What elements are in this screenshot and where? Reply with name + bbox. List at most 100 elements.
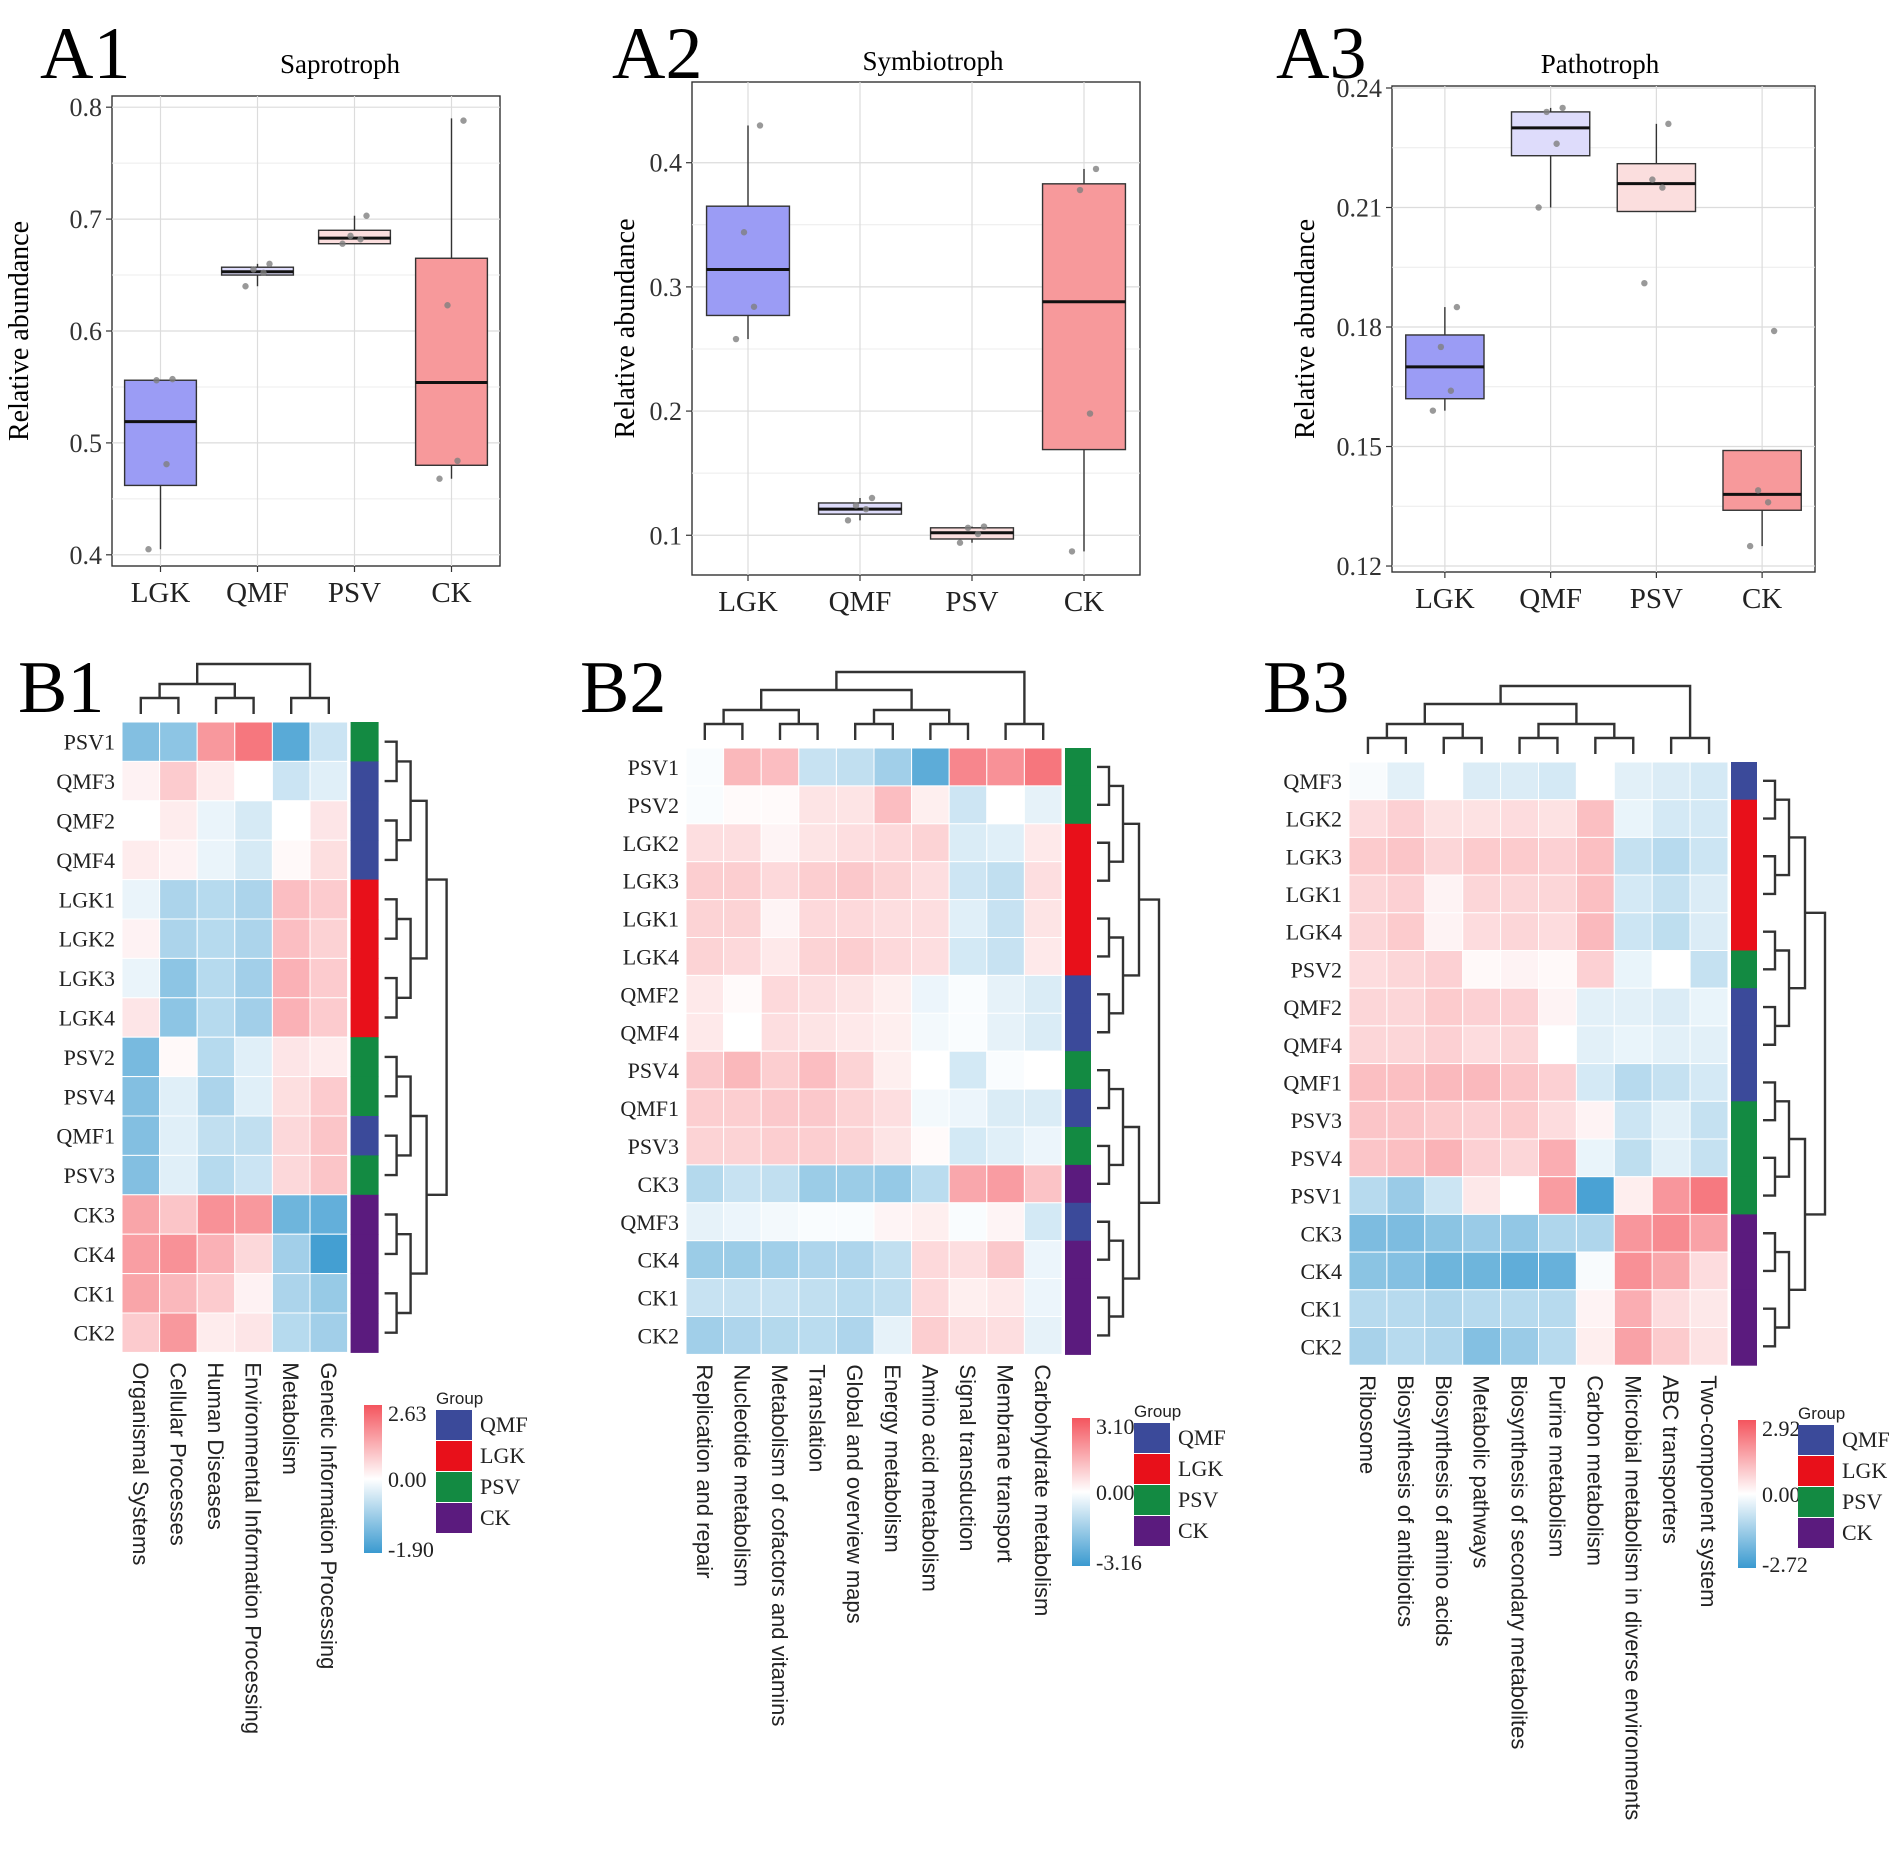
group-legend-title: Group — [436, 1389, 483, 1408]
data-point — [1553, 140, 1560, 147]
heatmap-cell — [1651, 874, 1691, 914]
y-tick-label: 0.4 — [70, 541, 103, 570]
heatmap-cell — [1500, 1100, 1539, 1140]
group-annotation-qmf — [1731, 762, 1757, 801]
heatmap-cell — [159, 1312, 198, 1353]
row-label: CK3 — [637, 1172, 679, 1197]
y-tick-label: 0.6 — [70, 317, 103, 346]
y-tick-label: 0.15 — [1337, 433, 1383, 462]
heatmap-cell — [1538, 950, 1577, 989]
heatmap-cell — [1386, 1289, 1426, 1329]
heatmap-cell — [948, 1126, 988, 1166]
heatmap-cell — [309, 800, 349, 841]
heatmap-cell — [685, 1202, 725, 1242]
data-point — [740, 229, 748, 236]
row-dendrogram-branch — [1139, 898, 1161, 1204]
heatmap-cell — [723, 1126, 762, 1166]
data-point — [1453, 303, 1461, 311]
heatmap-cell — [1023, 899, 1063, 938]
y-tick-label: 0.5 — [70, 429, 103, 458]
heatmap-cell — [309, 760, 349, 802]
heatmap-cell — [798, 1050, 837, 1090]
heatmap-cell — [121, 918, 161, 959]
y-tick-label: 0.3 — [650, 273, 683, 302]
heatmap-cell — [1575, 1176, 1615, 1215]
heatmap-cell — [196, 1233, 236, 1275]
heatmap-cell — [309, 1036, 349, 1078]
box-ck — [1041, 183, 1127, 451]
row-dendrogram-branch — [1763, 1232, 1777, 1273]
heatmap-cell — [159, 1076, 198, 1117]
heatmap-cell — [159, 1233, 198, 1275]
heatmap-cell — [1651, 950, 1691, 989]
heatmap-cell — [1386, 1063, 1426, 1102]
heatmap-cell — [196, 839, 236, 881]
column-label: Replication and repair — [692, 1364, 717, 1578]
heatmap-cell — [723, 1202, 762, 1242]
heatmap-cell — [1651, 1025, 1691, 1065]
column-label: Membrane transport — [993, 1364, 1018, 1562]
heatmap-cell — [271, 1076, 311, 1117]
group-annotation-ck — [1065, 1164, 1091, 1204]
scale-max-label: 3.10 — [1096, 1414, 1135, 1439]
heatmap-cell — [835, 823, 875, 863]
heatmap-cell — [948, 747, 988, 787]
heatmap-cell — [760, 1202, 800, 1242]
group-annotation-lgk — [1065, 899, 1091, 938]
heatmap-cell — [948, 899, 988, 938]
x-category-label: PSV — [1630, 583, 1683, 615]
y-tick-label: 0.2 — [650, 397, 683, 426]
group-annotation-ck — [1065, 1278, 1091, 1317]
column-dendrogram-branch — [1442, 736, 1483, 754]
heatmap-cell — [1575, 836, 1615, 876]
row-dendrogram-branch — [1097, 1068, 1111, 1110]
group-annotation-ck — [1065, 1316, 1091, 1355]
group-annotation-qmf — [1065, 1202, 1091, 1242]
chart-title: Saprotroph — [280, 49, 400, 79]
heatmap-cell — [1424, 761, 1464, 801]
heatmap-cell — [835, 974, 875, 1014]
heatmap-cell — [685, 1088, 725, 1128]
heatmap-cell — [309, 918, 349, 959]
x-category-label: QMF — [1519, 583, 1582, 615]
heatmap-cell — [271, 957, 311, 999]
row-dendrogram-branch — [410, 1114, 428, 1275]
heatmap-cell — [873, 747, 913, 787]
heatmap-cell — [159, 1036, 198, 1078]
heatmap-cell — [1575, 1063, 1615, 1102]
heatmap-cell — [835, 1088, 875, 1128]
legend-swatch-ck — [436, 1503, 472, 1533]
heatmap-cell — [723, 1278, 762, 1317]
row-label: PSV1 — [628, 755, 679, 780]
group-annotation-qmf — [350, 800, 379, 841]
heatmap-cell — [1651, 1213, 1691, 1253]
heatmap-cell — [723, 1012, 762, 1052]
row-label: LGK3 — [59, 966, 115, 991]
heatmap-cell — [685, 747, 725, 787]
heatmap-cell — [760, 937, 800, 976]
heatmap-cell — [1462, 1025, 1502, 1065]
data-point — [1437, 343, 1445, 351]
heatmap-cell — [1538, 1025, 1577, 1065]
heatmap-cell — [835, 1126, 875, 1166]
y-tick-label: 0.8 — [70, 93, 103, 122]
heatmap-cell — [948, 1050, 988, 1090]
heatmap-cell — [835, 937, 875, 976]
group-annotation-psv — [350, 1155, 379, 1196]
row-label: QMF3 — [620, 1210, 679, 1235]
heatmap-cell — [1348, 1251, 1388, 1291]
heatmap-cell — [1613, 1289, 1653, 1329]
color-scale-bar — [1738, 1420, 1756, 1568]
legend-label-ck: CK — [1178, 1518, 1209, 1543]
heatmap-cell — [948, 1278, 988, 1317]
heatmap-cell — [986, 747, 1025, 787]
heatmap-cell — [835, 1012, 875, 1052]
heatmap-cell — [1424, 1213, 1464, 1253]
heatmap-cell — [760, 1316, 800, 1355]
heatmap-cell — [948, 1240, 988, 1280]
heatmap-cell — [234, 760, 273, 802]
legend-swatch-qmf — [436, 1410, 472, 1440]
heatmap-cell — [1500, 799, 1539, 838]
column-label: Biosynthesis of antibiotics — [1393, 1375, 1418, 1627]
heatmap-cell — [234, 997, 273, 1038]
